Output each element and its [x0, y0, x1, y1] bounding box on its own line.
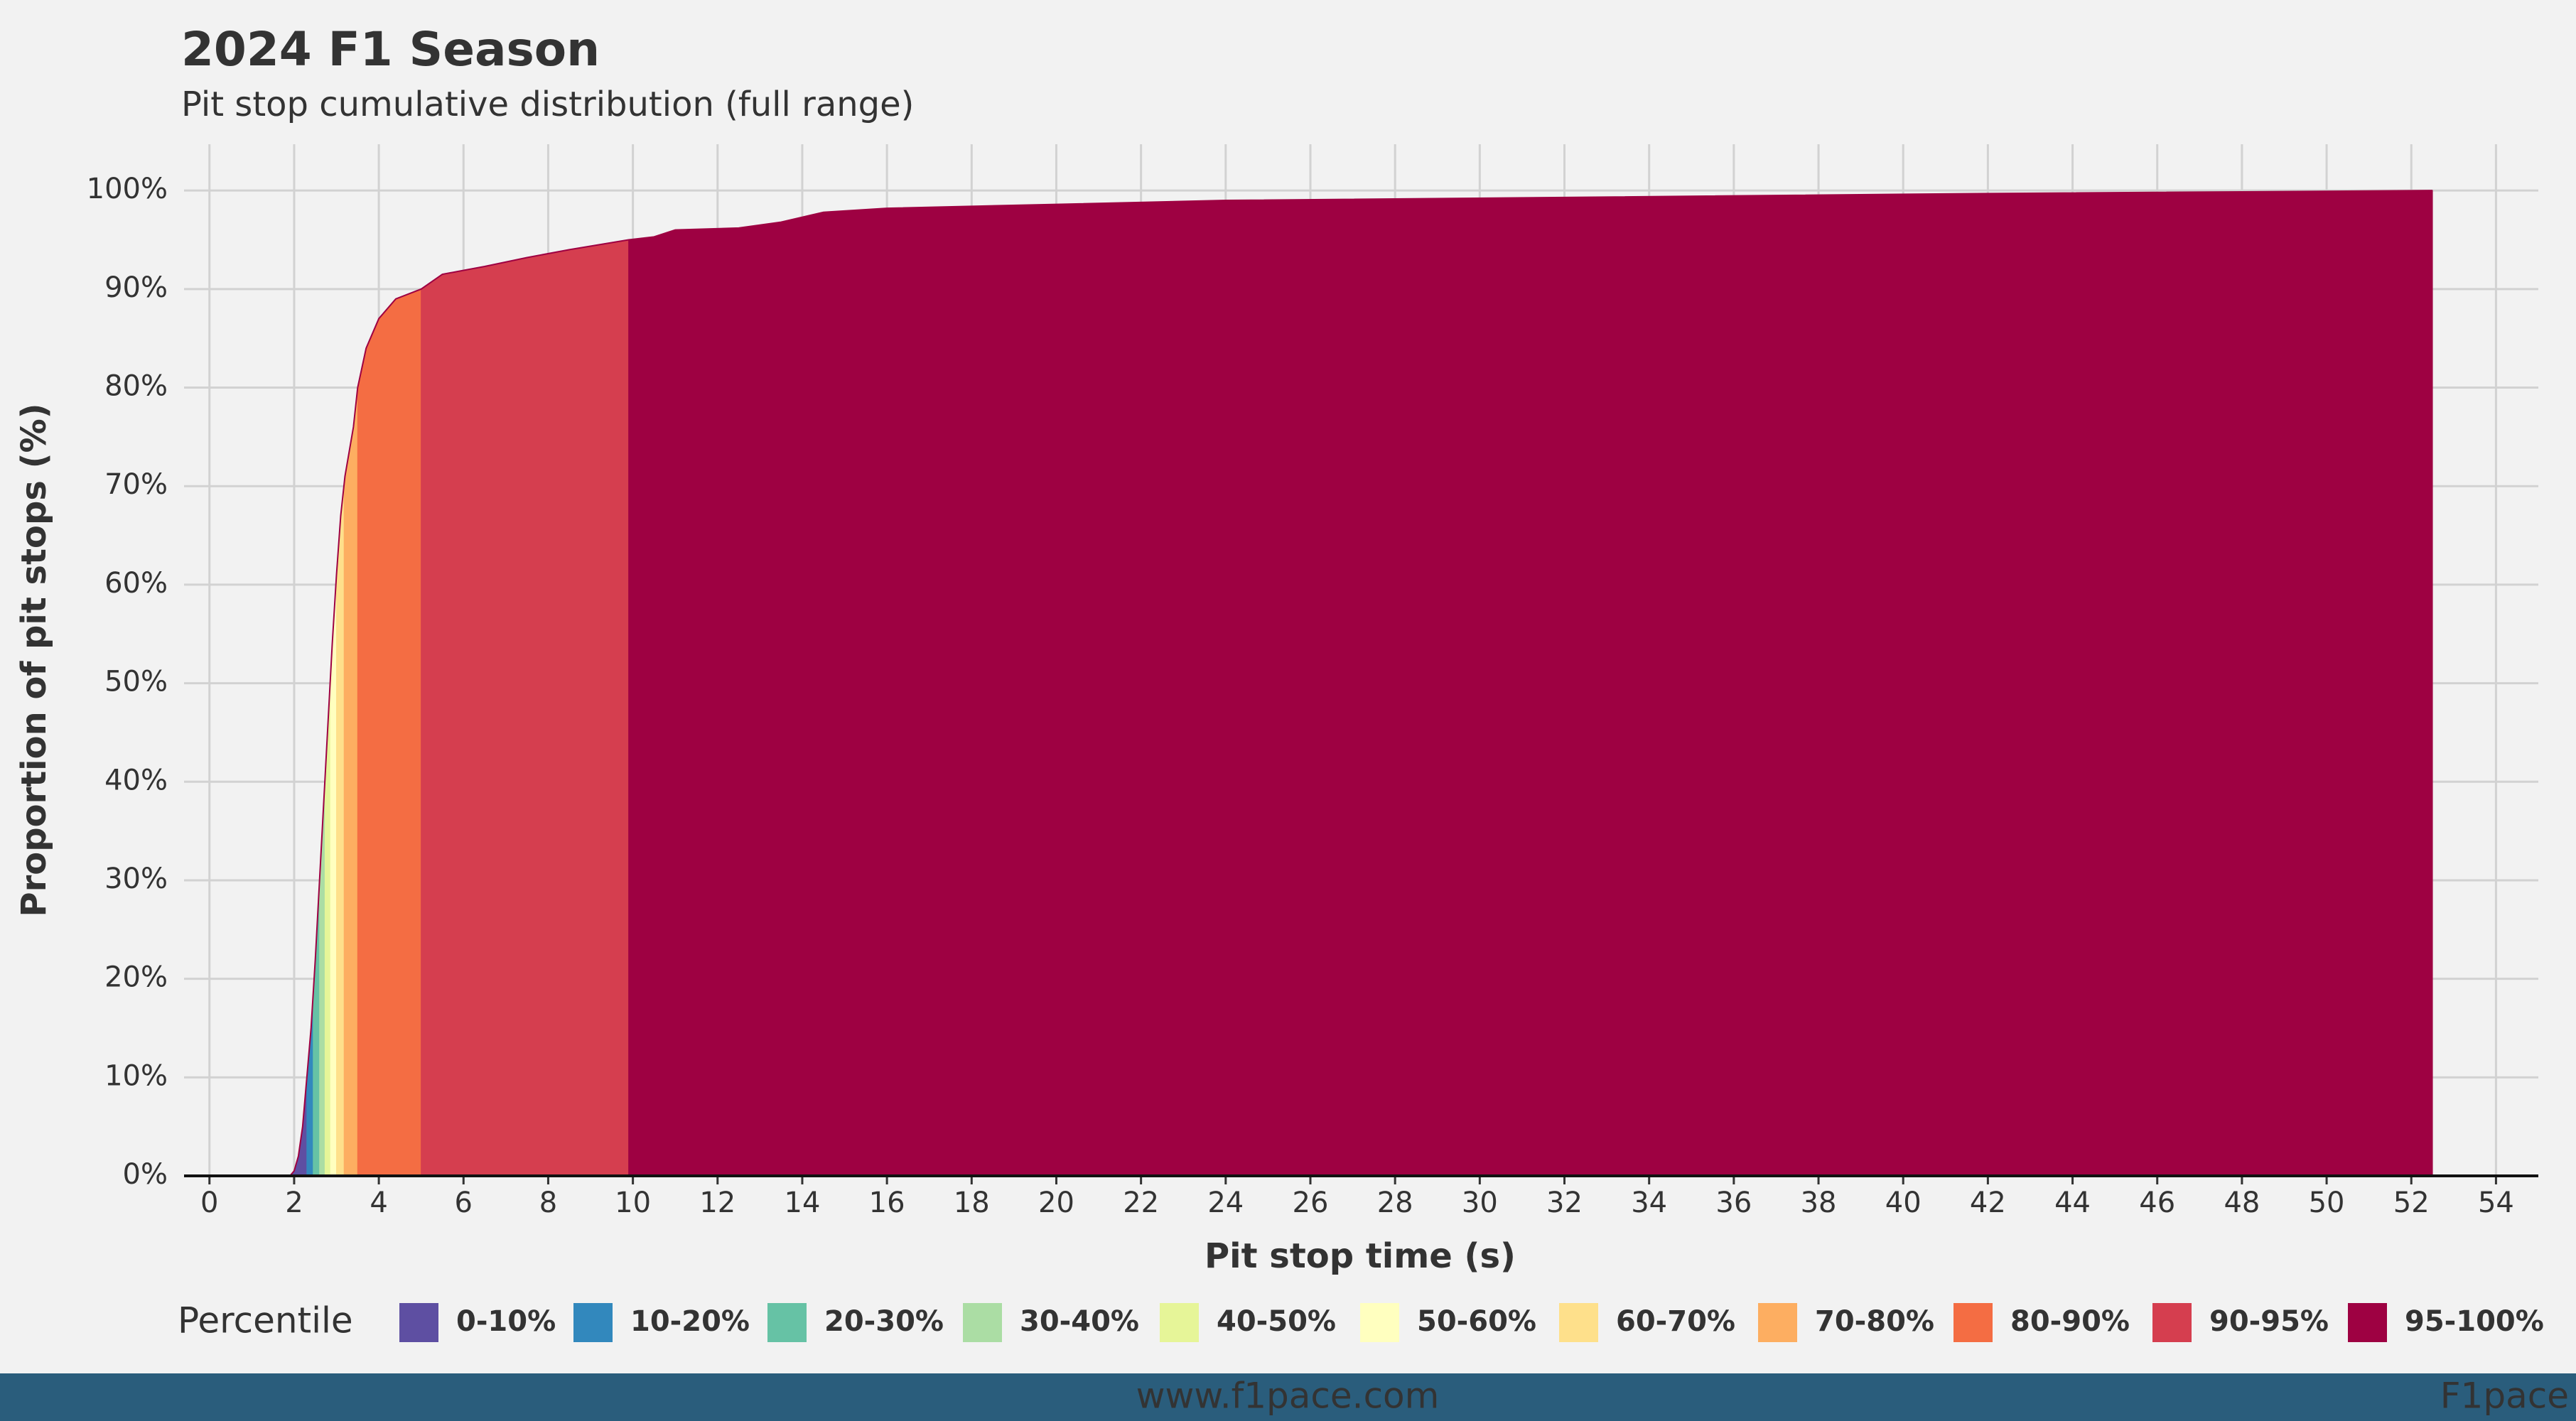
y-tick-label: 60%	[104, 567, 168, 600]
legend-swatch	[1953, 1303, 1993, 1342]
y-tick-label: 20%	[104, 961, 168, 994]
x-tick-label: 8	[539, 1187, 557, 1219]
x-tick-label: 32	[1546, 1187, 1583, 1219]
band-area	[421, 239, 630, 1177]
x-tick-label: 14	[785, 1187, 821, 1219]
x-tick-label: 24	[1207, 1187, 1244, 1219]
x-tick-label: 44	[2054, 1187, 2091, 1219]
legend-swatch	[1160, 1303, 1199, 1342]
x-tick-label: 52	[2393, 1187, 2430, 1219]
x-tick-label: 46	[2139, 1187, 2175, 1219]
x-tick-label: 48	[2224, 1187, 2260, 1219]
legend-swatch	[573, 1303, 613, 1342]
band-area	[336, 484, 345, 1177]
x-tick-label: 0	[200, 1187, 218, 1219]
x-tick-label: 10	[615, 1187, 651, 1219]
legend-label: 0-10%	[456, 1305, 556, 1338]
legend-title: Percentile	[178, 1300, 353, 1341]
legend-swatch	[767, 1303, 807, 1342]
x-tick-label: 54	[2478, 1187, 2514, 1219]
legend-swatch	[2348, 1303, 2387, 1342]
y-tick-label: 100%	[87, 173, 168, 205]
footer-bar	[0, 1373, 2576, 1421]
legend-swatch	[963, 1303, 1002, 1342]
y-tick-label: 0%	[123, 1158, 168, 1191]
legend-label: 20-30%	[824, 1305, 944, 1338]
cdf-line	[289, 190, 2433, 1177]
chart-subtitle: Pit stop cumulative distribution (full r…	[181, 85, 914, 124]
legend-swatch	[1559, 1303, 1598, 1342]
footer-url: www.f1pace.com	[1136, 1376, 1440, 1417]
legend-label: 30-40%	[1020, 1305, 1139, 1338]
x-tick-label: 40	[1885, 1187, 1922, 1219]
x-tick-label: 30	[1462, 1187, 1498, 1219]
y-axis-label: Proportion of pit stops (%)	[14, 403, 54, 917]
x-tick-label: 36	[1715, 1187, 1752, 1219]
legend-label: 95-100%	[2405, 1305, 2544, 1338]
x-tick-label: 28	[1377, 1187, 1413, 1219]
x-tick-label: 18	[954, 1187, 990, 1219]
x-axis-label: Pit stop time (s)	[1205, 1236, 1516, 1276]
x-tick-label: 16	[869, 1187, 905, 1219]
legend-swatch	[399, 1303, 438, 1342]
x-tick-label: 38	[1801, 1187, 1837, 1219]
legend-swatch	[2152, 1303, 2192, 1342]
y-tick-label: 80%	[104, 370, 168, 403]
legend-label: 70-80%	[1815, 1305, 1934, 1338]
y-tick-label: 90%	[104, 271, 168, 304]
x-tick-label: 50	[2309, 1187, 2345, 1219]
x-tick-label: 4	[370, 1187, 387, 1219]
legend-swatch	[1758, 1303, 1797, 1342]
x-tick-label: 42	[1970, 1187, 2006, 1219]
band-area	[357, 288, 422, 1177]
chart-title: 2024 F1 Season	[181, 22, 600, 77]
x-tick-label: 22	[1123, 1187, 1159, 1219]
legend-label: 50-60%	[1417, 1305, 1536, 1338]
x-tick-label: 20	[1038, 1187, 1074, 1219]
x-tick-label: 6	[455, 1187, 473, 1219]
band-area	[628, 190, 2433, 1177]
y-tick-label: 40%	[104, 764, 168, 796]
x-tick-label: 34	[1631, 1187, 1667, 1219]
x-tick-label: 12	[699, 1187, 735, 1219]
y-tick-label: 50%	[104, 666, 168, 698]
band-area	[343, 387, 358, 1177]
footer-brand: F1pace	[2440, 1376, 2569, 1417]
legend-label: 90-95%	[2209, 1305, 2329, 1338]
legend-label: 40-50%	[1217, 1305, 1336, 1338]
legend-label: 60-70%	[1616, 1305, 1735, 1338]
y-tick-label: 70%	[104, 468, 168, 501]
x-tick-label: 2	[285, 1187, 303, 1219]
legend-swatch	[1360, 1303, 1399, 1342]
y-tick-label: 30%	[104, 863, 168, 895]
x-tick-label: 26	[1293, 1187, 1329, 1219]
legend-label: 80-90%	[2010, 1305, 2130, 1338]
legend-label: 10-20%	[630, 1305, 750, 1338]
y-tick-label: 10%	[104, 1059, 168, 1092]
